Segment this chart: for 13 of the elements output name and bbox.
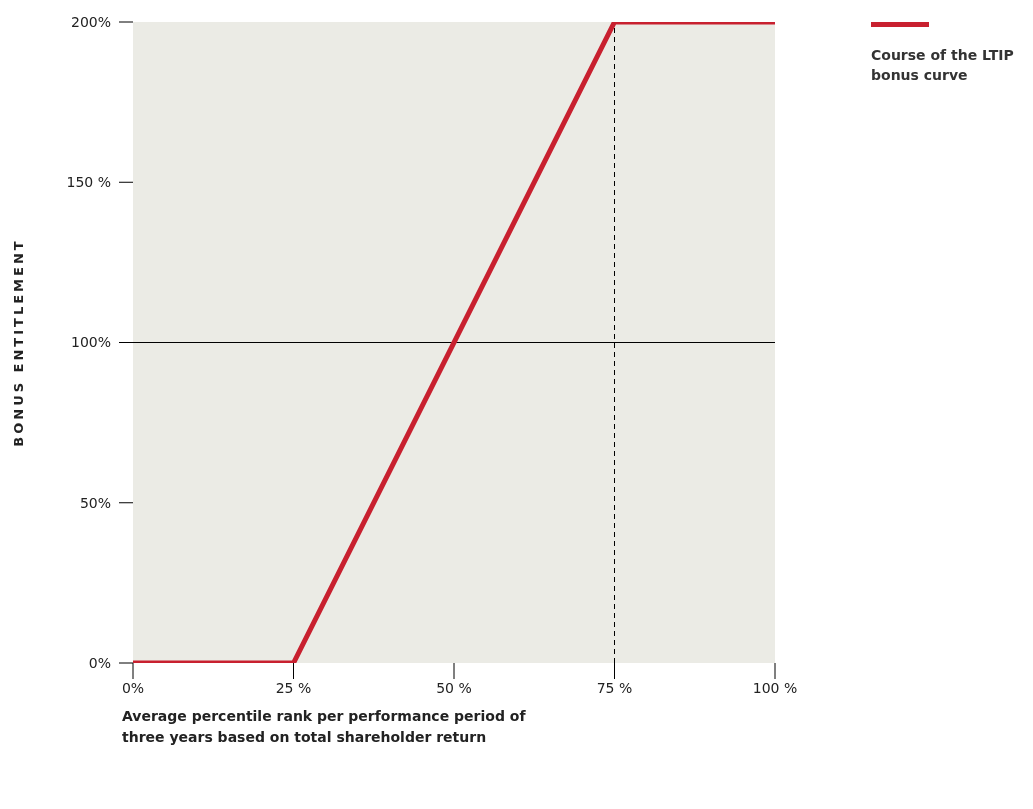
x-tick-label: 100 % bbox=[752, 679, 798, 696]
x-tick-label: 0% bbox=[121, 679, 145, 696]
x-tick-label: 75 % bbox=[596, 679, 633, 696]
y-tick-label: 100% bbox=[70, 334, 111, 351]
x-tick-label: 50 % bbox=[436, 679, 472, 696]
y-axis-title: BONUS ENTITLEMENT bbox=[10, 238, 26, 447]
x-tick-label: 25 % bbox=[275, 679, 312, 696]
y-tick-label: 150 % bbox=[66, 174, 111, 191]
y-tick-label: 50% bbox=[79, 494, 111, 511]
text: Course of the LTIP bonus curve bbox=[871, 46, 1015, 85]
y-tick-label: 200% bbox=[70, 13, 111, 30]
y-tick-label: 0% bbox=[88, 654, 111, 671]
x-axis-title: Average percentile rank per performance period of three years based on total shareholder return bbox=[122, 707, 527, 747]
